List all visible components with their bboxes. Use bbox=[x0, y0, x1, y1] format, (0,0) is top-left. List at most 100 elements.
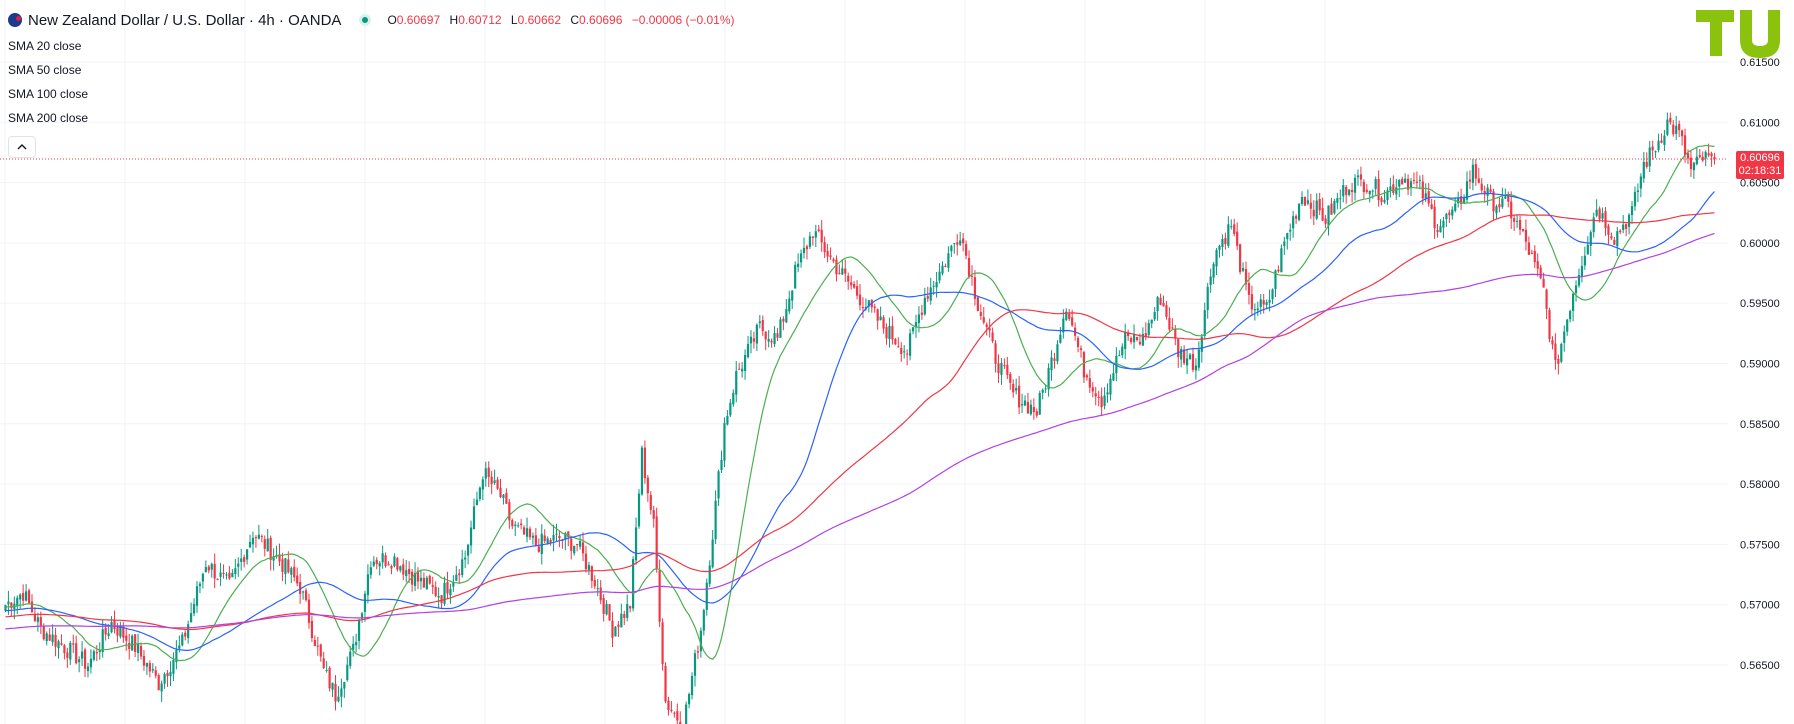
candle-body bbox=[1698, 155, 1701, 158]
candle-body bbox=[104, 627, 107, 635]
candle-body bbox=[673, 712, 676, 714]
candle-body bbox=[926, 296, 929, 299]
candle-body bbox=[505, 492, 508, 504]
candle-body bbox=[75, 643, 78, 664]
candle-body bbox=[1295, 216, 1298, 219]
candle-body bbox=[1271, 289, 1274, 300]
candle-body bbox=[1495, 206, 1498, 214]
candle-body bbox=[1460, 196, 1463, 204]
candle-body bbox=[1009, 373, 1012, 383]
candle-body bbox=[490, 476, 493, 485]
indicator-sma-200[interactable]: SMA 200 close bbox=[8, 111, 89, 125]
candle-body bbox=[360, 613, 364, 619]
indicator-sma-50[interactable]: SMA 50 close bbox=[8, 63, 82, 77]
candle-body bbox=[198, 583, 202, 587]
candle-body bbox=[1068, 313, 1071, 319]
candle-body bbox=[1253, 309, 1256, 311]
candle-body bbox=[679, 721, 682, 724]
candle-body bbox=[458, 573, 461, 576]
candle-body bbox=[1315, 200, 1318, 219]
candle-body bbox=[1091, 387, 1094, 392]
candle-body bbox=[136, 644, 140, 653]
candle-body bbox=[914, 322, 918, 328]
candle-body bbox=[440, 595, 443, 604]
candle-body bbox=[1377, 178, 1380, 201]
candle-body bbox=[296, 575, 299, 584]
candle-body bbox=[157, 675, 160, 691]
candle-body bbox=[1180, 349, 1183, 360]
candle-body bbox=[101, 629, 104, 653]
candle-body bbox=[1577, 275, 1581, 286]
candle-body bbox=[1026, 401, 1030, 414]
candle-body bbox=[36, 617, 39, 622]
candle-body bbox=[988, 328, 991, 331]
candle-body bbox=[107, 633, 110, 636]
candle-body bbox=[900, 347, 903, 355]
indicator-sma-100[interactable]: SMA 100 close bbox=[8, 87, 89, 101]
candle-body bbox=[599, 587, 602, 601]
candle-body bbox=[994, 343, 997, 364]
tradingview-logo-icon bbox=[1696, 10, 1780, 58]
y-axis-tick-label: 0.59000 bbox=[1740, 359, 1780, 371]
candle-body bbox=[696, 651, 700, 653]
candle-body bbox=[520, 523, 523, 526]
candle-body bbox=[935, 282, 938, 288]
candle-body bbox=[802, 247, 806, 254]
candle-body bbox=[1174, 329, 1177, 339]
candle-body bbox=[685, 704, 688, 724]
candle-body bbox=[1135, 336, 1139, 341]
candle-body bbox=[853, 283, 856, 288]
candle-body bbox=[1183, 349, 1186, 364]
candle-body bbox=[499, 487, 502, 497]
candle-body bbox=[1342, 185, 1345, 197]
market-status-icon[interactable] bbox=[359, 14, 372, 26]
candle-body bbox=[240, 558, 243, 562]
candle-body bbox=[832, 259, 835, 262]
candle-body bbox=[723, 423, 726, 461]
candle-body bbox=[39, 617, 42, 626]
candle-body bbox=[1097, 396, 1100, 398]
candle-body bbox=[785, 309, 788, 323]
candle-body bbox=[33, 613, 37, 621]
candle-body bbox=[1200, 336, 1203, 352]
symbol-row: New Zealand Dollar / U.S. Dollar · 4h · … bbox=[8, 10, 741, 30]
candle-body bbox=[729, 402, 732, 416]
candle-body bbox=[419, 577, 423, 582]
candle-body bbox=[755, 324, 758, 344]
candle-body bbox=[1548, 310, 1551, 340]
candle-body bbox=[941, 265, 944, 274]
candle-body bbox=[1542, 278, 1545, 288]
candle-body bbox=[906, 353, 909, 355]
candle-body bbox=[122, 626, 125, 638]
candle-body bbox=[1707, 153, 1710, 156]
candle-body bbox=[717, 471, 720, 499]
collapse-legend-button[interactable] bbox=[8, 136, 36, 158]
candle-body bbox=[1289, 229, 1292, 232]
tradingview-logo[interactable] bbox=[1696, 10, 1788, 58]
candle-body bbox=[1050, 357, 1053, 371]
candle-body bbox=[1224, 237, 1227, 245]
symbol-title[interactable]: New Zealand Dollar / U.S. Dollar · 4h · … bbox=[28, 11, 342, 29]
candle-body bbox=[1306, 200, 1309, 204]
candle-body bbox=[735, 371, 738, 395]
candle-body bbox=[797, 263, 800, 268]
candle-body bbox=[841, 268, 844, 275]
indicator-sma-20[interactable]: SMA 20 close bbox=[8, 39, 82, 53]
candle-body bbox=[1286, 233, 1289, 240]
candle-body bbox=[1566, 319, 1569, 332]
candle-body bbox=[720, 460, 723, 470]
candle-body bbox=[1513, 218, 1516, 222]
candle-body bbox=[1610, 236, 1613, 239]
candle-body bbox=[1324, 218, 1327, 224]
candle-body bbox=[997, 363, 1000, 374]
candle-body bbox=[1015, 387, 1018, 391]
ohlc-values: O0.60697 H0.60712 L0.60662 C0.60696 −0.0… bbox=[387, 13, 735, 27]
candle-body bbox=[596, 588, 599, 590]
candle-body bbox=[1345, 186, 1348, 195]
candle-body bbox=[63, 645, 66, 654]
candle-body bbox=[1607, 225, 1610, 236]
candle-body bbox=[1660, 140, 1663, 143]
candle-body bbox=[1666, 119, 1669, 135]
candle-body bbox=[855, 286, 859, 296]
